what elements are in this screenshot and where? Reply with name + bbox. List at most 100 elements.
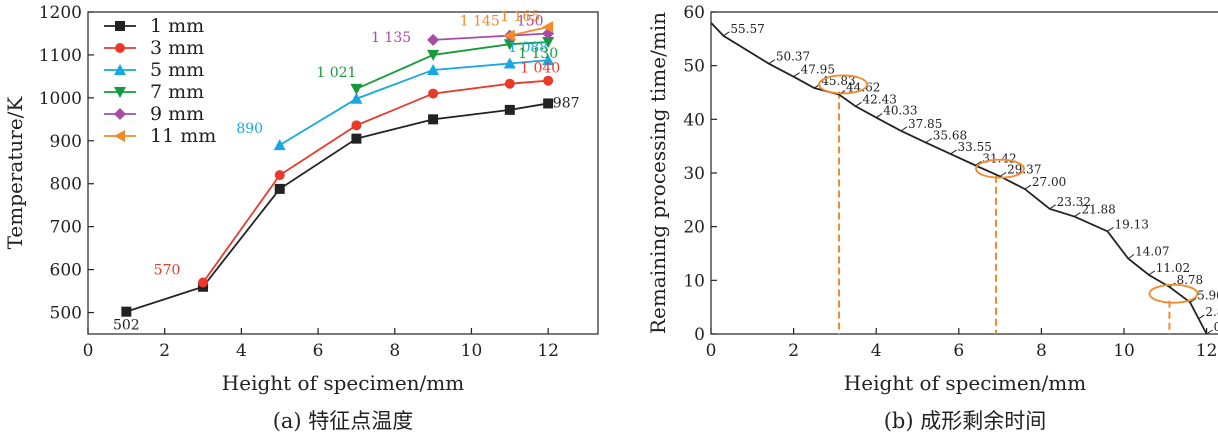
data-point — [274, 170, 285, 181]
legend-marker — [115, 43, 125, 53]
legend-entry: 1 mm — [150, 15, 204, 37]
data-label: 0 — [1214, 320, 1218, 334]
x-tick-label-a: 8 — [389, 341, 400, 361]
data-point — [350, 83, 363, 95]
data-label: 55.57 — [730, 22, 764, 36]
data-point — [542, 21, 554, 34]
data-point — [350, 92, 363, 104]
caption-a: (a) 特征点温度 — [273, 409, 414, 433]
y-tick-label-b: 60 — [683, 3, 705, 23]
y-axis-label-b: Remaining processing time/min — [646, 12, 670, 334]
x-tick-label-b: 6 — [953, 341, 964, 361]
label-leader — [1206, 329, 1213, 335]
data-label: 987 — [553, 95, 580, 111]
x-tick-label-b: 8 — [1036, 341, 1047, 361]
label-leader — [1074, 212, 1081, 217]
data-point — [504, 104, 515, 115]
data-label: 5.90 — [1197, 288, 1218, 302]
label-leader — [1127, 254, 1135, 259]
y-tick-label-a: 1200 — [39, 3, 82, 23]
legend-entry: 11 mm — [150, 125, 216, 147]
x-tick-label-a: 10 — [461, 341, 483, 361]
x-tick-label-a: 4 — [236, 341, 247, 361]
data-point — [504, 78, 515, 89]
data-label: 23.32 — [1057, 195, 1091, 209]
label-leader — [950, 149, 957, 155]
highlight-ellipse — [818, 74, 868, 95]
data-label: 2.80 — [1205, 305, 1218, 319]
y-tick-label-b: 10 — [683, 271, 705, 291]
label-leader — [975, 160, 982, 166]
data-point — [198, 277, 209, 288]
label-leader — [855, 101, 862, 107]
data-label: 47.95 — [801, 63, 835, 77]
data-point — [543, 75, 554, 86]
x-tick-label-b: 0 — [706, 341, 717, 361]
caption-b: (b) 成形剩余时间 — [884, 409, 1047, 433]
series-line — [509, 26, 549, 37]
data-label: 8.78 — [1176, 273, 1203, 287]
data-label: 44.62 — [846, 81, 880, 95]
label-leader — [925, 138, 933, 143]
data-label: 37.85 — [908, 117, 942, 131]
legend-marker — [114, 87, 126, 98]
data-label: 27.00 — [1032, 175, 1066, 189]
series-line — [710, 22, 1208, 335]
y-tick-label-a: 500 — [50, 304, 82, 324]
x-tick-label-a: 12 — [537, 341, 559, 361]
data-label: 19.13 — [1114, 217, 1148, 231]
data-point — [351, 133, 362, 144]
data-label: 150 — [517, 13, 544, 29]
data-point — [503, 57, 516, 69]
data-point — [428, 114, 439, 125]
x-axis-label-b: Height of specimen/mm — [844, 371, 1086, 395]
label-leader — [900, 126, 908, 132]
x-tick-label-b: 12 — [1196, 341, 1218, 361]
series-line — [202, 79, 549, 284]
data-label: 1 088 — [508, 40, 548, 56]
highlight-ellipse — [975, 158, 1025, 179]
data-label: 1 021 — [316, 65, 356, 81]
x-tick-label-b: 4 — [871, 341, 882, 361]
y-tick-label-b: 0 — [694, 325, 705, 345]
data-point — [274, 183, 285, 194]
y-axis-label-a: Temperature/K — [3, 96, 27, 250]
data-label: 11.02 — [1156, 261, 1190, 275]
legend-entry: 3 mm — [150, 37, 204, 59]
data-label: 890 — [236, 121, 263, 137]
chart-panel-temperature: 0 2 4 6 8 10 12 500 600 700 800 900 1000 1100 1200 50… — [3, 3, 599, 433]
label-leader — [768, 59, 776, 65]
y-tick-label-a: 600 — [50, 261, 82, 281]
legend-marker — [114, 64, 126, 75]
plot-frame-a — [87, 11, 599, 335]
x-axis-label-a: Height of specimen/mm — [222, 371, 464, 395]
label-leader — [1189, 297, 1197, 303]
data-label: 1 135 — [371, 30, 411, 46]
data-label: 1 145 — [460, 14, 500, 30]
y-tick-label-b: 40 — [683, 110, 705, 130]
data-point — [427, 33, 440, 46]
data-point — [351, 120, 362, 131]
y-tick-label-a: 1100 — [39, 46, 82, 66]
y-tick-label-b: 50 — [683, 57, 705, 77]
data-point — [542, 37, 555, 49]
data-point — [121, 306, 132, 317]
label-leader — [793, 72, 800, 78]
y-tick-label-b: 20 — [683, 218, 705, 238]
data-label: 40.33 — [883, 104, 917, 118]
y-tick-label-b: 30 — [683, 164, 705, 184]
series-line — [356, 41, 549, 90]
label-leader — [1198, 314, 1205, 320]
y-tick-label-a: 700 — [50, 218, 82, 238]
data-label: 1 130 — [518, 46, 558, 62]
data-label: 31.42 — [982, 151, 1016, 165]
x-tick-label-b: 2 — [788, 341, 799, 361]
data-point — [428, 88, 439, 99]
y-tick-label-a: 1000 — [39, 89, 82, 109]
x-tick-label-b: 10 — [1113, 341, 1135, 361]
label-leader — [875, 113, 883, 118]
y-tick-label-a: 900 — [50, 132, 82, 152]
